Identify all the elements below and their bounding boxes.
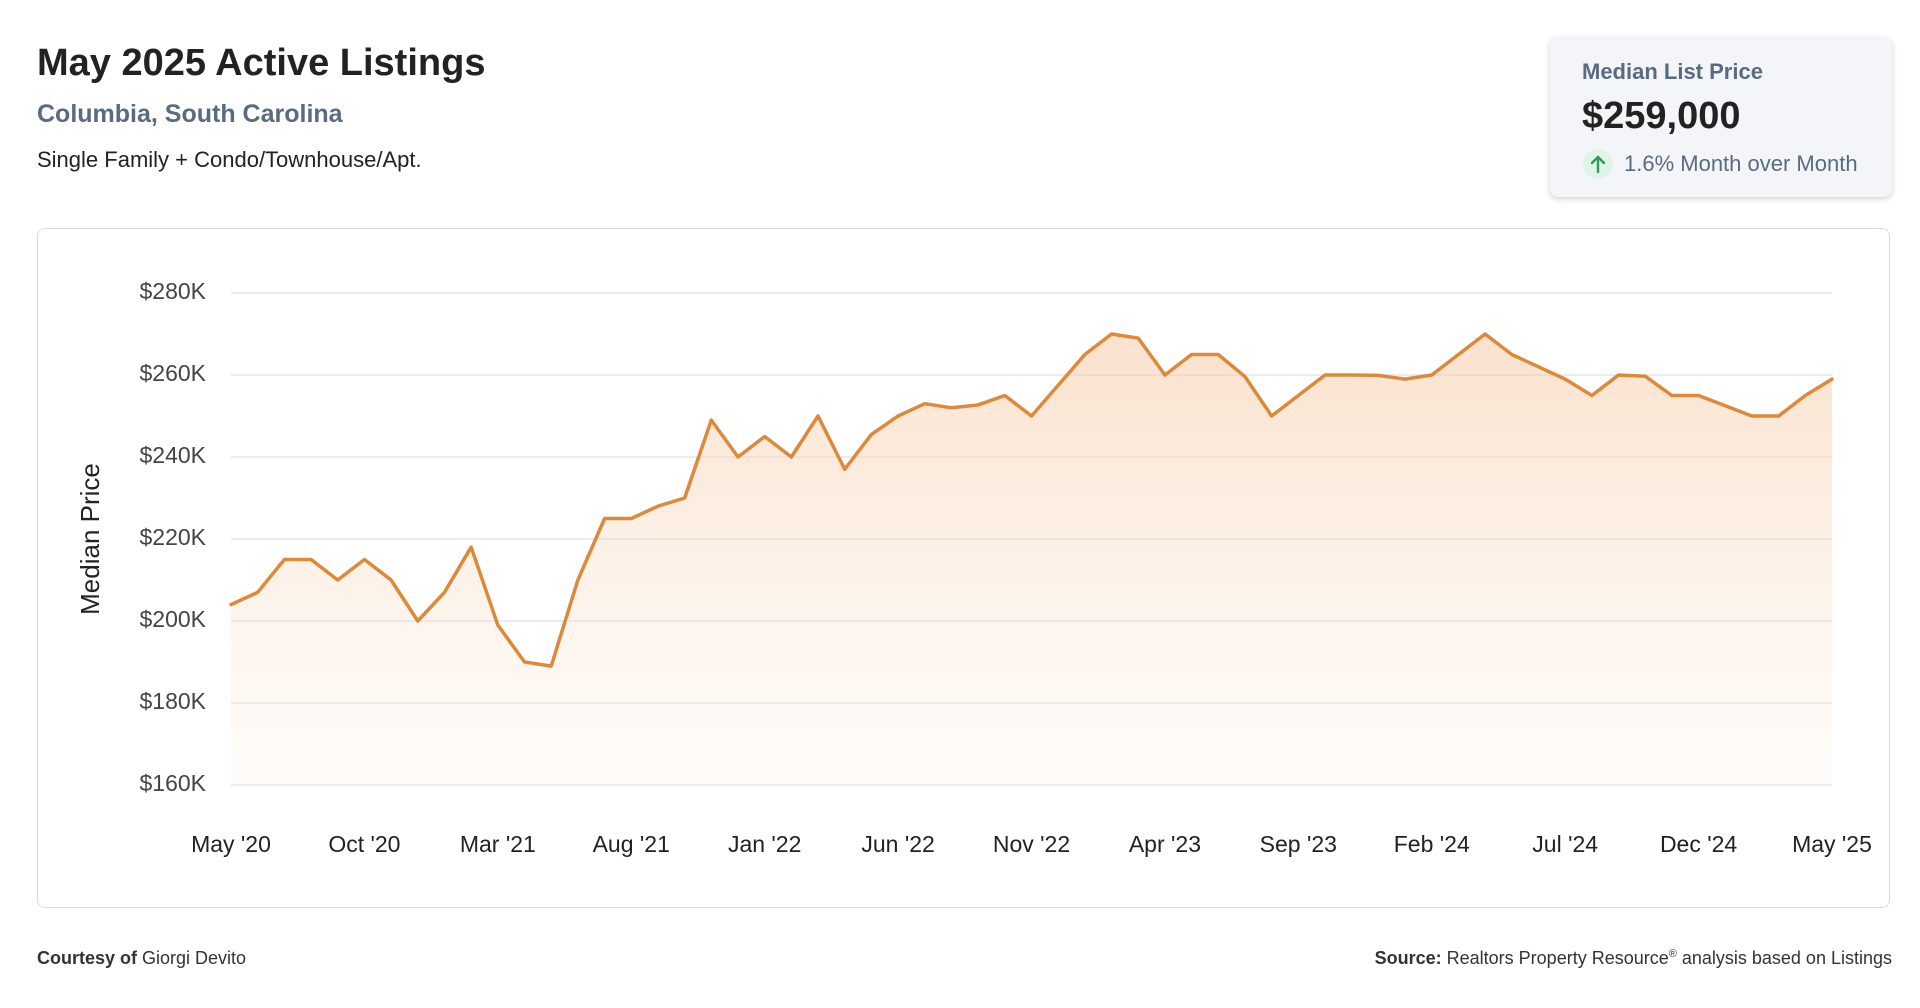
source-rest: analysis based on Listings xyxy=(1681,948,1892,968)
courtesy: Courtesy of Giorgi Devito xyxy=(37,948,246,969)
chart-panel xyxy=(37,228,1890,908)
source-mark: ® xyxy=(1668,948,1677,960)
card-value: $259,000 xyxy=(1582,95,1741,137)
location: Columbia, South Carolina xyxy=(37,100,343,128)
courtesy-label: Courtesy of xyxy=(37,948,138,968)
property-types: Single Family + Condo/Townhouse/Apt. xyxy=(37,147,422,172)
card-change: 1.6% Month over Month xyxy=(1624,151,1858,176)
source-label: Source: xyxy=(1374,948,1442,968)
page-title: May 2025 Active Listings xyxy=(37,42,486,84)
card-label: Median List Price xyxy=(1582,59,1763,84)
source-text: Realtors Property Resource xyxy=(1446,948,1669,968)
source: Source: Realtors Property Resource® anal… xyxy=(1375,948,1892,969)
summary-card: Median List Price $259,000 1.6% Month ov… xyxy=(1550,37,1892,197)
up-arrow-icon xyxy=(1583,149,1613,179)
courtesy-name: Giorgi Devito xyxy=(142,948,247,968)
